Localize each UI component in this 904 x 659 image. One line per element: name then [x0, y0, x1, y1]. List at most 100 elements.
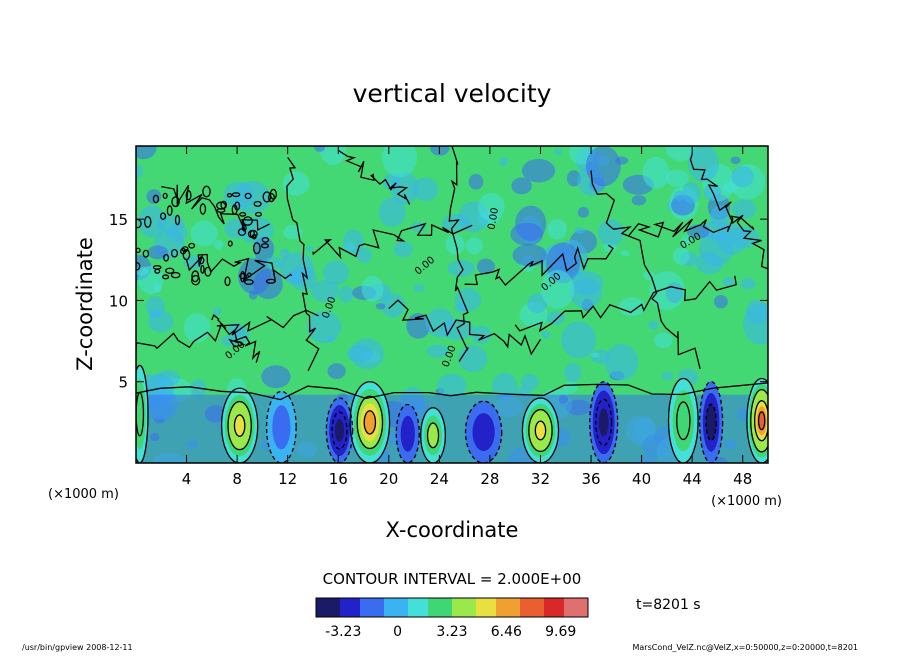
small-contour	[170, 248, 179, 258]
colorbar-tick-label: -3.23	[325, 624, 361, 640]
texture-blob	[521, 158, 556, 183]
colorbar-cell	[412, 598, 417, 617]
y-tick-label: 15	[109, 211, 128, 229]
small-contour	[204, 266, 212, 277]
colorbar-cell	[568, 598, 573, 617]
texture-blob	[322, 260, 349, 285]
texture-blob	[375, 303, 386, 310]
small-contour	[253, 200, 262, 207]
small-contour	[251, 233, 257, 240]
texture-blob	[436, 373, 467, 397]
texture-blob	[740, 278, 756, 290]
texture-blob	[642, 156, 670, 189]
colorbar-cell	[560, 598, 565, 617]
downdraft-cell	[699, 381, 723, 463]
small-contour	[252, 242, 261, 255]
colorbar-cell	[564, 598, 569, 617]
texture-blob	[413, 284, 425, 292]
texture-blob	[445, 234, 465, 255]
texture-blob	[146, 296, 165, 317]
time-label: t=8201 s	[636, 597, 701, 613]
updraft-cell	[668, 378, 699, 463]
texture-blob	[746, 299, 768, 325]
texture-blob	[648, 320, 659, 331]
contour-ring	[233, 414, 246, 437]
texture-blob	[511, 177, 532, 195]
colorbar-cell	[332, 598, 337, 617]
texture-blob	[136, 146, 157, 160]
colorbar-cell	[584, 598, 589, 617]
texture-blob	[282, 171, 310, 196]
contour-ring	[136, 364, 149, 463]
texture-blob	[468, 173, 484, 190]
texture-blob	[213, 307, 222, 316]
zero-contour	[286, 157, 320, 372]
small-contour	[174, 214, 181, 226]
texture-blob	[722, 276, 736, 288]
texture-blob	[248, 290, 258, 300]
x-unit-left: (×1000 m)	[48, 487, 119, 502]
x-tick-label: 8	[232, 470, 242, 488]
colorbar-cell	[328, 598, 333, 617]
colorbar-cell	[452, 598, 457, 617]
x-tick-label: 20	[379, 470, 398, 488]
small-contour	[261, 236, 270, 243]
colorbar-cell	[368, 598, 373, 617]
colorbar-cell	[532, 598, 537, 617]
zero-contour	[338, 150, 411, 205]
x-tick-label: 24	[430, 470, 449, 488]
x-tick-label: 44	[683, 470, 702, 488]
colorbar-cell	[496, 598, 501, 617]
texture-blob	[390, 172, 419, 205]
small-contour	[260, 243, 269, 249]
zero-contour	[464, 244, 614, 286]
texture-blob	[631, 195, 647, 206]
contour-ring	[426, 422, 440, 449]
texture-blob	[649, 270, 685, 311]
texture-blob	[564, 362, 582, 383]
colorbar-cell	[360, 598, 365, 617]
contour-ring	[220, 387, 259, 463]
contour-ring	[420, 407, 447, 463]
zero-contour	[628, 215, 755, 238]
texture-blob	[412, 177, 439, 202]
texture-blob	[547, 219, 567, 240]
texture-blob	[731, 165, 754, 188]
colorbar-cell	[388, 598, 393, 617]
contour-ring	[750, 388, 768, 453]
small-contour	[224, 276, 231, 287]
colorbar-cell	[480, 598, 485, 617]
colorbar-cell	[324, 598, 329, 617]
x-tick-label: 4	[182, 470, 192, 488]
texture-blob	[570, 271, 604, 295]
contour-ring	[757, 411, 766, 431]
small-contour	[142, 249, 150, 258]
texture-blob	[527, 293, 548, 314]
texture-blob	[554, 149, 563, 156]
colorbar-cell	[340, 598, 345, 617]
small-contour	[162, 192, 168, 199]
x-tick-label: 48	[733, 470, 752, 488]
texture-blob	[147, 245, 169, 260]
texture-blob	[378, 197, 406, 227]
contour-ring	[528, 408, 553, 453]
contour-ring	[595, 398, 613, 446]
zero-contour	[448, 146, 469, 362]
colorbar-cell	[520, 598, 525, 617]
cell-level	[706, 404, 717, 441]
small-contour	[198, 256, 205, 265]
texture-blob	[320, 146, 346, 166]
contour-ring	[698, 381, 724, 463]
small-contour	[240, 270, 246, 283]
y-axis-label: Z-coordinate	[73, 237, 97, 371]
small-contour	[185, 190, 192, 201]
colorbar-cell	[464, 598, 469, 617]
y-axis-ticks: 5 10 15	[109, 211, 768, 392]
texture-blob	[510, 222, 544, 246]
contour-ring	[331, 411, 348, 450]
texture-blob	[327, 363, 346, 379]
colorbar-cell	[352, 598, 357, 617]
texture-blob	[618, 297, 646, 317]
updraft-cell	[420, 407, 446, 463]
contour-ring	[746, 377, 768, 463]
